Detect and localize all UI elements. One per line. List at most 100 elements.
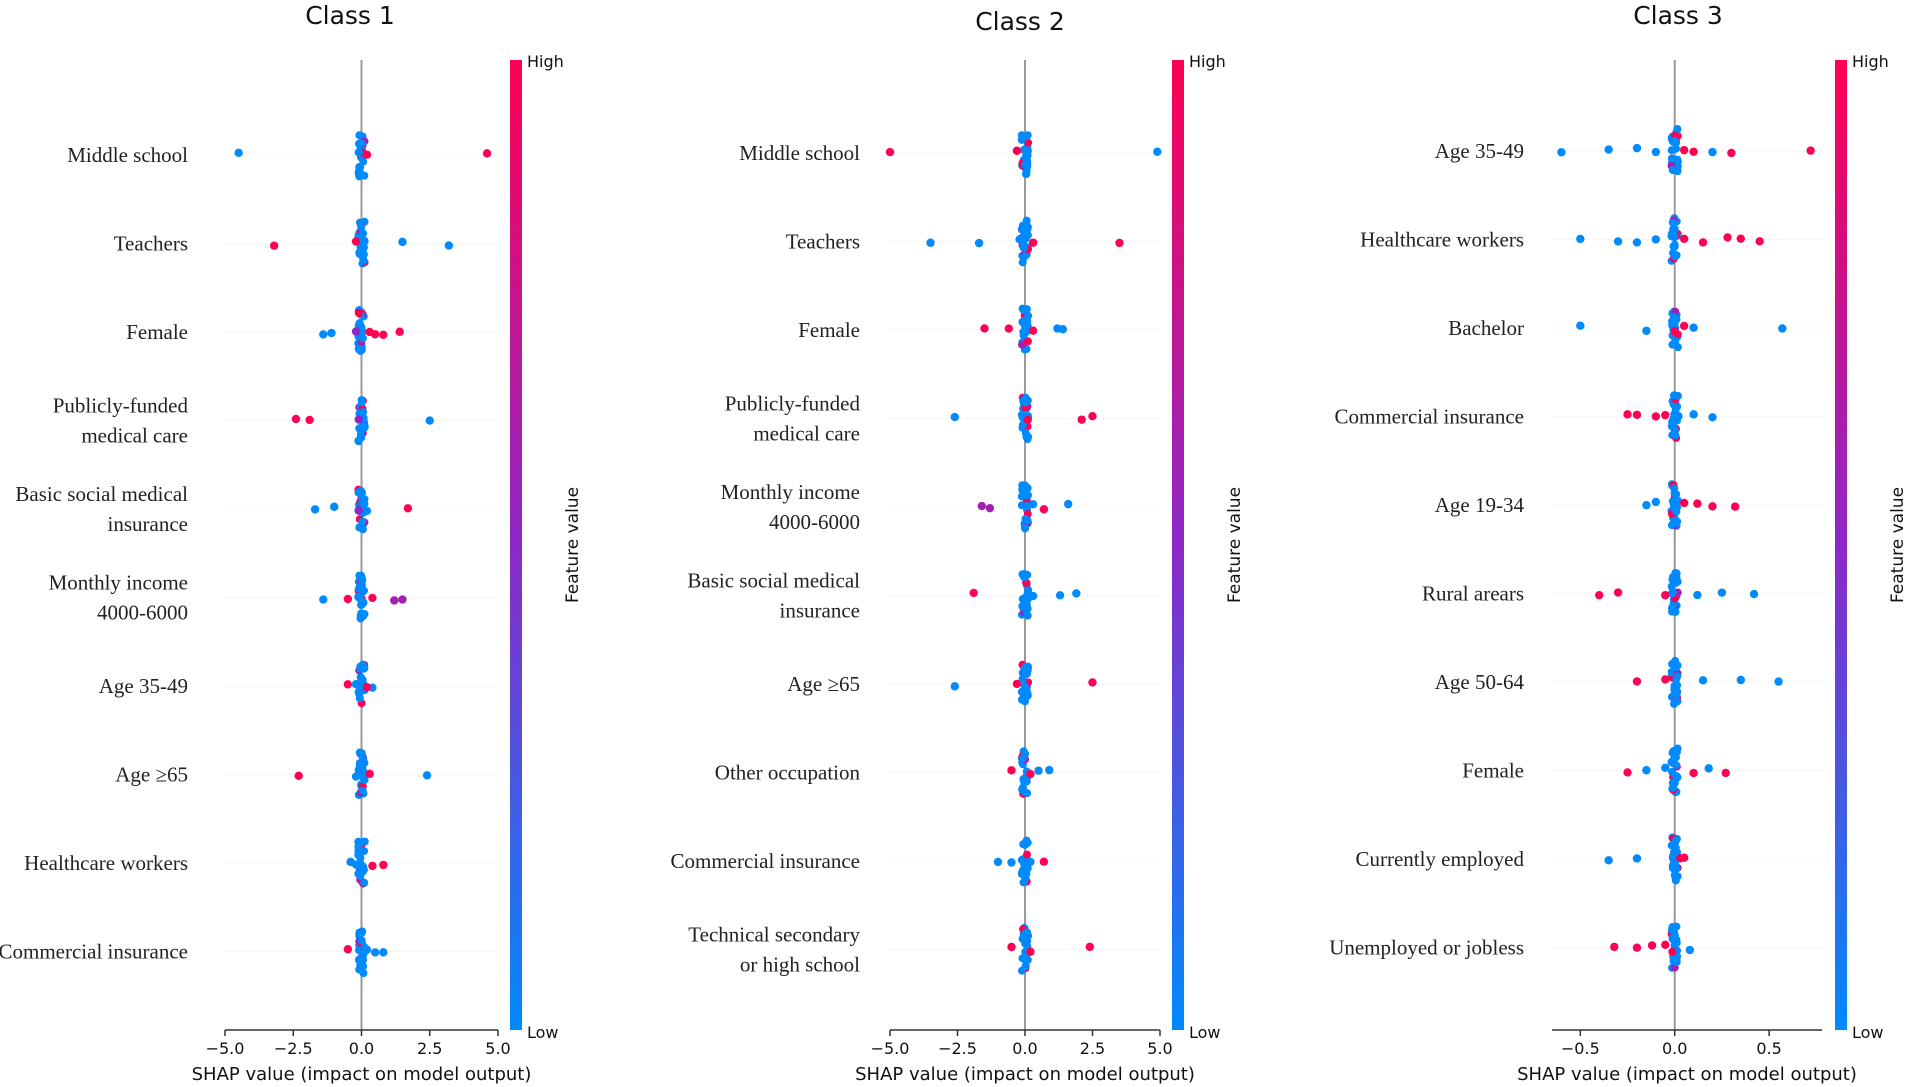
data-point [269, 241, 279, 250]
data-point [950, 412, 959, 422]
colorbar-high-label: High [1189, 52, 1226, 71]
feature-label: Monthly income [49, 571, 188, 595]
x-tick-label: −5.0 [206, 1039, 245, 1058]
data-point [351, 327, 361, 336]
feature-label: Publicly-funded [725, 392, 861, 416]
swarm-point [358, 517, 367, 526]
feature-label: insurance [108, 512, 188, 536]
feature-row: Bachelor [1448, 307, 1822, 352]
colorbar-title: Feature value [1888, 487, 1908, 603]
data-point [1708, 502, 1717, 511]
feature-row: Basic social medical insurance [15, 482, 498, 536]
feature-label: Technical secondary [688, 923, 860, 947]
data-point [379, 860, 388, 870]
feature-row: Age 35-49 [1435, 125, 1822, 176]
data-point [1721, 768, 1730, 778]
swarm-point [1672, 144, 1681, 153]
swarm-point [354, 592, 363, 601]
feature-row: Monthly income 4000-6000 [721, 480, 1160, 534]
colorbar-high-label: High [527, 52, 564, 71]
swarm-point [358, 497, 367, 506]
swarm-point [1672, 935, 1681, 944]
data-point [1632, 238, 1642, 247]
data-point [985, 503, 995, 513]
feature-row: Publicly-funded medical care [725, 392, 1160, 446]
feature-label: Teachers [786, 230, 860, 254]
swarm-point [358, 327, 367, 336]
swarm-point [1021, 481, 1030, 490]
data-point [1039, 505, 1049, 514]
swarm-point [1021, 160, 1030, 169]
swarm-point [357, 139, 366, 148]
swarm-point [1019, 306, 1028, 315]
swarm-point [354, 584, 363, 593]
swarm-point [359, 229, 368, 238]
data-point [310, 505, 320, 514]
data-point [1632, 943, 1642, 952]
swarm-point [1017, 966, 1026, 975]
feature-label: Female [1462, 759, 1524, 783]
data-point [1015, 235, 1024, 244]
x-tick-label: 2.5 [417, 1039, 442, 1058]
swarm-point [360, 775, 369, 784]
data-point [351, 680, 361, 689]
data-point [1736, 675, 1746, 685]
data-point [1039, 857, 1049, 866]
data-point [1679, 853, 1689, 862]
data-point [330, 502, 339, 511]
data-point [482, 149, 492, 158]
data-point [1064, 499, 1073, 509]
chart-panel-3: Class 3 Age 35-49 Healthcare workers Bachel… [1329, 1, 1908, 1085]
data-point [368, 593, 377, 603]
feature-row: Female [798, 304, 1160, 354]
data-point [398, 237, 407, 247]
data-point [343, 945, 353, 954]
feature-label: insurance [780, 599, 860, 623]
data-point [351, 772, 361, 781]
feature-row: Unemployed or jobless [1329, 922, 1822, 972]
data-point [370, 948, 380, 957]
feature-row: Rural arears [1422, 569, 1822, 616]
feature-row: Healthcare workers [24, 837, 498, 888]
x-axis: −0.5 0.0 0.5 SHAP value (impact on model ou… [1517, 1029, 1857, 1085]
data-point [1026, 769, 1035, 779]
data-point [1085, 942, 1095, 952]
data-point [1755, 237, 1764, 246]
swarm-point [1022, 928, 1031, 937]
feature-row: Teachers [786, 216, 1160, 267]
data-point [1610, 942, 1619, 952]
data-point [1072, 589, 1081, 598]
data-point [1698, 676, 1708, 685]
data-point [1576, 234, 1585, 244]
feature-row: Age ≥65 [115, 748, 498, 800]
swarm-point [1670, 425, 1679, 434]
data-point [885, 147, 895, 157]
feature-label: Female [126, 320, 188, 344]
swarm-point [1019, 840, 1028, 849]
swarm-point [1020, 570, 1029, 579]
swarm-point [1668, 218, 1677, 227]
swarm-point [1667, 154, 1676, 163]
data-point [1034, 766, 1043, 775]
data-point [1670, 326, 1679, 336]
swarm-point [358, 786, 367, 795]
swarm-point [1021, 524, 1030, 533]
swarm-point [1672, 922, 1681, 931]
data-point [354, 415, 363, 424]
swarm-point [1672, 519, 1681, 528]
data-point [1661, 763, 1670, 773]
swarm-point [1670, 484, 1679, 493]
feature-row: Age ≥65 [787, 660, 1160, 706]
data-point [1689, 410, 1698, 419]
swarm-point [1020, 954, 1029, 963]
feature-row: Female [126, 306, 498, 355]
swarm-point [1021, 132, 1030, 141]
swarm-point [1668, 340, 1677, 349]
feature-row: Age 19-34 [1435, 480, 1822, 530]
data-point [1115, 238, 1124, 248]
swarm-point [1671, 876, 1680, 885]
colorbar: High Low Feature value [1172, 52, 1245, 1042]
feature-row: Technical secondary or high school [688, 923, 1160, 977]
swarm-point [1019, 253, 1028, 262]
swarm-point [1668, 784, 1677, 793]
